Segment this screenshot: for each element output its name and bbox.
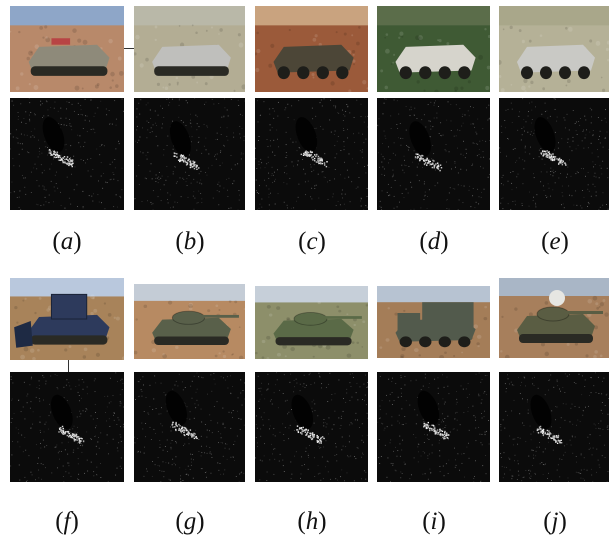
sar-target-return xyxy=(48,149,74,168)
vehicle-shape xyxy=(517,44,595,80)
caption-e: (e) xyxy=(541,228,569,255)
vehicle-shape xyxy=(152,310,239,345)
caption-g: (g) xyxy=(175,508,205,535)
sar-image-j xyxy=(499,372,609,482)
vehicle-shape xyxy=(395,302,476,348)
connector-line-a xyxy=(124,48,134,49)
caption-c: (c) xyxy=(298,228,326,255)
photo-h xyxy=(255,286,368,359)
sar-target-return xyxy=(300,150,328,168)
connector-line-f xyxy=(68,360,69,372)
photo-d xyxy=(377,6,490,92)
sar-image-h xyxy=(255,372,368,482)
sar-image-d xyxy=(377,98,490,210)
sar-target-return xyxy=(414,153,443,172)
vehicle-shape xyxy=(273,312,362,346)
photo-b xyxy=(134,6,245,92)
caption-f: (f) xyxy=(55,508,79,535)
caption-d: (d) xyxy=(419,228,449,255)
photo-a xyxy=(10,6,124,92)
photo-c xyxy=(255,6,368,92)
sar-image-e xyxy=(499,98,609,210)
sar-target-return xyxy=(58,425,85,444)
sar-target-return xyxy=(171,421,198,440)
caption-i: (i) xyxy=(422,508,446,535)
vehicle-shape xyxy=(273,44,354,80)
sar-target-return xyxy=(540,150,567,166)
sar-image-f xyxy=(10,372,124,482)
vehicle-shape xyxy=(517,290,603,343)
sar-image-a xyxy=(10,98,124,210)
sar-image-i xyxy=(377,372,490,482)
sar-target-return xyxy=(423,421,450,440)
sar-image-c xyxy=(255,98,368,210)
sar-target-return xyxy=(173,152,200,170)
sar-image-b xyxy=(134,98,245,210)
vehicle-shape xyxy=(152,44,231,76)
photo-e xyxy=(499,6,609,92)
photo-i xyxy=(377,286,490,358)
sar-target-return xyxy=(296,425,325,444)
sar-image-g xyxy=(134,372,245,482)
photo-g xyxy=(134,284,245,359)
caption-a: (a) xyxy=(52,228,82,255)
vehicle-shape xyxy=(28,38,110,76)
caption-h: (h) xyxy=(297,508,327,535)
photo-f xyxy=(10,278,124,360)
vehicle-shape xyxy=(395,44,476,80)
sar-target-return xyxy=(536,425,563,444)
photo-j xyxy=(499,278,609,358)
caption-j: (j) xyxy=(543,508,567,535)
caption-b: (b) xyxy=(175,228,205,255)
vehicle-shape xyxy=(14,293,110,348)
